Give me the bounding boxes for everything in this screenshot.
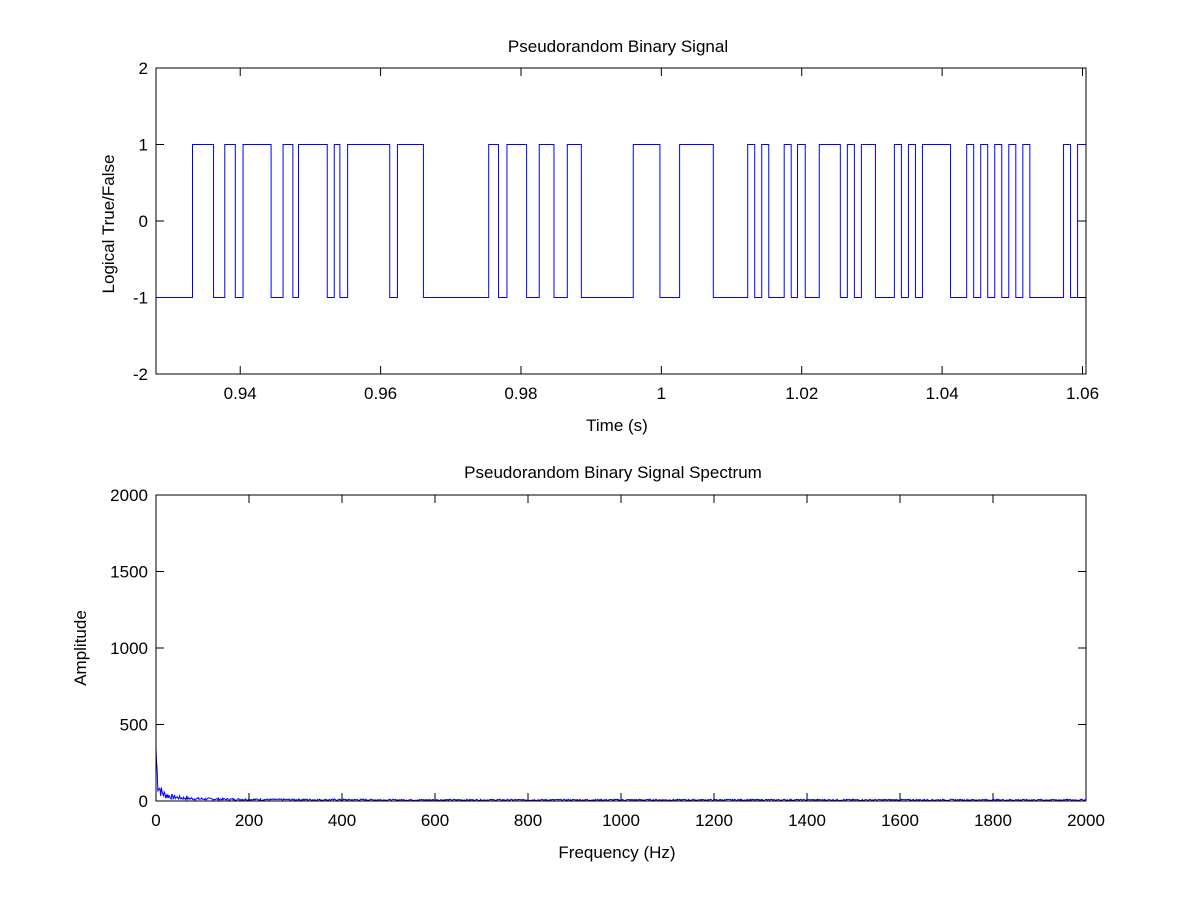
spectrum-plot-ytick-label: 0 [139, 792, 148, 811]
spectrum-plot-xtick-label: 600 [421, 811, 449, 830]
signal-plot-xtick-label: 0.94 [224, 384, 257, 403]
spectrum-plot-xtick-label: 1200 [695, 811, 733, 830]
signal-plot-xtick-label: 1.04 [926, 384, 959, 403]
signal-plot-ylabel: Logical True/False [99, 155, 118, 294]
spectrum-plot-xtick-label: 200 [235, 811, 263, 830]
spectrum-plot-xtick-label: 800 [514, 811, 542, 830]
spectrum-plot-ytick-label: 1000 [110, 639, 148, 658]
signal-plot-title: Pseudorandom Binary Signal [508, 37, 728, 56]
spectrum-plot-ylabel: Amplitude [71, 610, 90, 686]
signal-plot-xtick-label: 0.98 [504, 384, 537, 403]
signal-plot-series [156, 144, 1086, 298]
spectrum-plot-ytick-label: 1500 [110, 563, 148, 582]
signal-plot-ytick-label: -1 [133, 289, 148, 308]
spectrum-plot-xtick-label: 1000 [602, 811, 640, 830]
spectrum-plot-ticks: 0 200 400 600 800 1000 1200 1400 1600 1800 2000 0 50… [110, 486, 1105, 830]
spectrum-plot-frame [155, 494, 1087, 802]
spectrum-plot-xtick-label: 1600 [881, 811, 919, 830]
spectrum-plot-xtick-label: 400 [328, 811, 356, 830]
signal-plot-ytick-label: -2 [133, 365, 148, 384]
spectrum-plot-title: Pseudorandom Binary Signal Spectrum [464, 463, 762, 482]
signal-plot-frame [155, 67, 1087, 375]
signal-plot-xlabel: Time (s) [586, 416, 648, 435]
spectrum-plot-xtick-label: 1800 [974, 811, 1012, 830]
spectrum-plot: Pseudorandom Binary Signal Spectrum 0 200… [71, 463, 1105, 862]
signal-plot-xtick-label: 1 [657, 384, 666, 403]
spectrum-plot-series [155, 747, 1086, 802]
signal-plot-series-line [156, 144, 1086, 298]
spectrum-plot-ytick-label: 500 [120, 716, 148, 735]
signal-plot-ticks: 0.94 0.96 0.98 1 1.02 1.04 1.06 -2 -1 0 1 2 [133, 59, 1099, 403]
signal-plot-ytick-label: 1 [139, 136, 148, 155]
signal-plot-xtick-label: 1.02 [785, 384, 818, 403]
spectrum-plot-xtick-label: 2000 [1067, 811, 1105, 830]
spectrum-plot-xtick-label: 1400 [788, 811, 826, 830]
spectrum-plot-series-line [155, 747, 1086, 802]
signal-plot-ytick-label: 2 [139, 59, 148, 78]
signal-plot-ytick-label: 0 [139, 212, 148, 231]
signal-plot-xtick-label: 0.96 [364, 384, 397, 403]
signal-plot: Pseudorandom Binary Signal 0.94 0.96 0.98 1… [99, 37, 1099, 435]
spectrum-plot-ytick-label: 2000 [110, 486, 148, 505]
signal-plot-xtick-label: 1.06 [1066, 384, 1099, 403]
spectrum-plot-xlabel: Frequency (Hz) [558, 843, 675, 862]
spectrum-plot-xtick-label: 0 [151, 811, 160, 830]
